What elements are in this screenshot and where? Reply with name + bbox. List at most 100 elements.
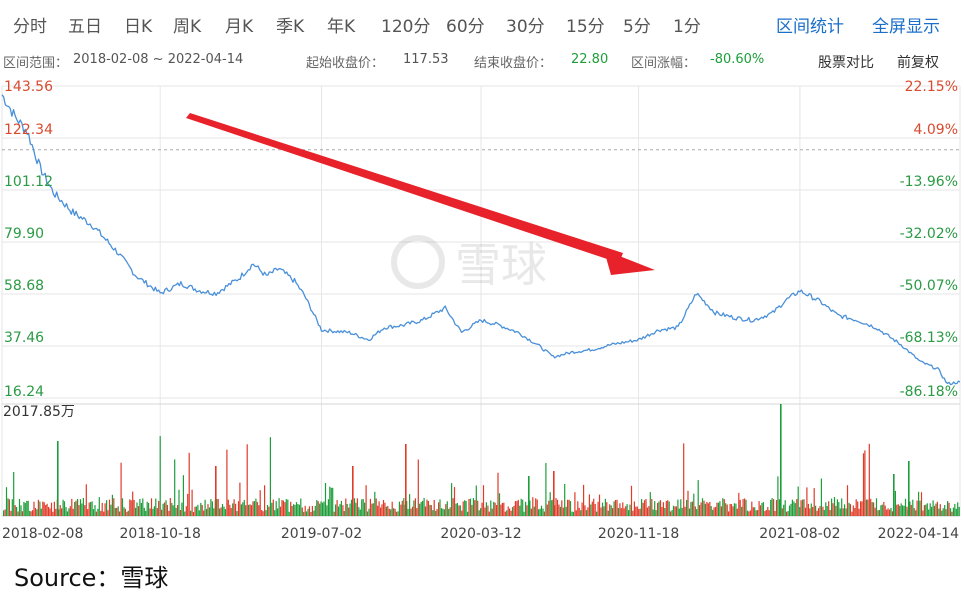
- volume-bar: [746, 510, 749, 516]
- tab-period-5-day[interactable]: 五日: [68, 17, 102, 37]
- volume-bar: [670, 511, 672, 516]
- tab-period-5-min[interactable]: 5分: [623, 17, 651, 37]
- volume-bar: [639, 508, 641, 516]
- volume-bar: [569, 501, 572, 516]
- watermark-text: 雪球: [455, 238, 547, 292]
- fullscreen-link[interactable]: 全屏显示: [872, 17, 940, 37]
- volume-bar: [629, 504, 631, 516]
- volume-bar: [394, 508, 396, 516]
- tab-period-daily-k[interactable]: 日K: [124, 17, 153, 37]
- volume-bar: [264, 485, 266, 516]
- volume-bar: [224, 509, 226, 516]
- volume-bar: [248, 504, 250, 516]
- volume-bar: [175, 507, 177, 516]
- volume-bar: [609, 504, 611, 516]
- volume-bar: [16, 507, 18, 516]
- volume-bar: [868, 443, 870, 516]
- volume-bar: [104, 503, 106, 516]
- volume-bar: [606, 502, 608, 516]
- volume-bar: [665, 501, 667, 516]
- volume-bar: [752, 507, 754, 516]
- tab-period-yearly-k[interactable]: 年K: [327, 17, 356, 37]
- volume-bar: [590, 504, 592, 516]
- volume-bar: [910, 504, 912, 516]
- volume-bar: [765, 510, 767, 516]
- volume-bar: [878, 509, 880, 516]
- volume-bar: [371, 503, 373, 516]
- volume-bar: [356, 498, 358, 516]
- volume-bar: [21, 511, 23, 516]
- volume-bar: [633, 501, 635, 516]
- volume-bar: [877, 510, 879, 516]
- volume-bar: [925, 504, 927, 516]
- volume-bar: [3, 510, 5, 516]
- volume-bar: [74, 502, 76, 516]
- volume-bar: [922, 510, 924, 516]
- tab-period-weekly-k[interactable]: 周K: [173, 17, 202, 37]
- volume-bar: [91, 501, 93, 516]
- tab-period-120-min[interactable]: 120分: [381, 17, 431, 37]
- volume-bar: [159, 436, 161, 516]
- volume-bar: [919, 500, 921, 516]
- volume-bar: [126, 511, 128, 516]
- volume-bar: [542, 508, 544, 516]
- volume-bar: [767, 507, 769, 516]
- tab-period-monthly-k[interactable]: 月K: [225, 17, 254, 37]
- volume-bar: [468, 499, 470, 516]
- volume-bar: [161, 509, 163, 516]
- volume-bar: [894, 490, 896, 516]
- volume-bar: [786, 511, 788, 516]
- volume-bar: [799, 507, 801, 516]
- volume-bar: [61, 508, 63, 516]
- tab-period-30-min[interactable]: 30分: [506, 17, 545, 37]
- tab-period-quarterly-k[interactable]: 季K: [276, 17, 305, 37]
- volume-bar: [545, 462, 547, 516]
- volume-bar: [619, 503, 621, 516]
- volume-bar: [852, 505, 854, 516]
- start-close-label: 起始收盘价：: [306, 56, 385, 71]
- volume-bar: [192, 512, 195, 516]
- volume-bar: [210, 499, 212, 516]
- volume-bar: [277, 508, 279, 516]
- tab-period-1-min[interactable]: 1分: [673, 17, 701, 37]
- volume-bar: [645, 499, 647, 516]
- volume-bar: [207, 504, 209, 516]
- volume-bar: [200, 502, 202, 516]
- volume-bar: [236, 511, 238, 516]
- tab-period-15-min[interactable]: 15分: [566, 17, 605, 37]
- volume-bar: [947, 501, 949, 516]
- volume-bar: [166, 504, 168, 516]
- volume-bar: [275, 501, 277, 516]
- volume-bar: [938, 508, 940, 516]
- volume-bar: [588, 494, 590, 516]
- volume-bar: [955, 508, 957, 516]
- volume-bar: [432, 510, 434, 516]
- volume-bar: [477, 500, 479, 516]
- volume-bar: [797, 486, 799, 516]
- volume-bar: [539, 508, 541, 516]
- volume-bar: [664, 508, 666, 516]
- volume-bar: [297, 504, 299, 516]
- compare-stock-link[interactable]: 股票对比: [818, 55, 874, 71]
- volume-spike: [908, 461, 910, 516]
- range-stats-link[interactable]: 区间统计: [776, 17, 844, 37]
- volume-bar: [206, 508, 208, 516]
- volume-bar: [339, 504, 341, 516]
- volume-bar: [451, 483, 453, 516]
- tab-period-time-share[interactable]: 分时: [13, 17, 47, 37]
- volume-bar: [34, 508, 37, 516]
- volume-bar: [443, 509, 445, 516]
- volume-bar: [111, 494, 113, 516]
- volume-bar: [723, 499, 725, 516]
- volume-bar: [844, 504, 846, 516]
- adjust-mode-toggle[interactable]: 前复权: [897, 55, 939, 71]
- volume-bar: [829, 510, 831, 516]
- volume-bar: [87, 509, 89, 516]
- volume-bar: [322, 502, 324, 516]
- volume-bar: [726, 504, 728, 516]
- tab-period-60-min[interactable]: 60分: [446, 17, 485, 37]
- volume-bar: [165, 500, 167, 516]
- volume-bar: [243, 499, 245, 516]
- volume-bar: [736, 508, 738, 516]
- volume-bar: [255, 498, 257, 516]
